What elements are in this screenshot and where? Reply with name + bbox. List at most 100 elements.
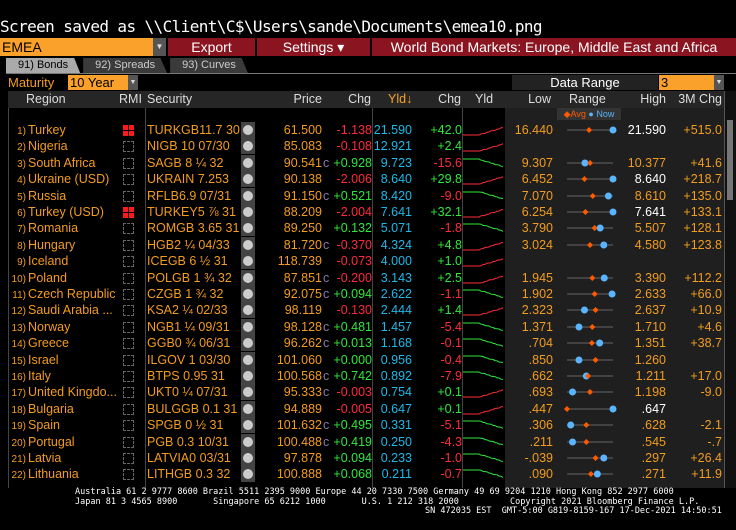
table-row[interactable]: 17) United Kingdo... UKT0 ¼ 07/31 95.333 c -0… bbox=[8, 384, 724, 401]
region-name[interactable]: Romania bbox=[28, 221, 79, 236]
security[interactable]: ILGOV 1 03/30 bbox=[147, 352, 231, 367]
graph-icon[interactable] bbox=[241, 335, 255, 352]
col-price[interactable]: Price bbox=[293, 92, 322, 106]
table-row[interactable]: 11) Czech Republic CZGB 1 ¾ 32 92.075 c +0.09… bbox=[8, 286, 724, 302]
col-region[interactable]: Region bbox=[26, 92, 66, 106]
graph-icon[interactable] bbox=[241, 368, 255, 384]
col-security[interactable]: Security bbox=[147, 92, 193, 106]
table-row[interactable]: 3) South Africa SAGB 8 ¼ 32 90.541 c +0.928 9.… bbox=[8, 154, 724, 171]
graph-icon[interactable] bbox=[241, 417, 255, 434]
graph-icon[interactable] bbox=[241, 138, 255, 155]
table-row[interactable]: 5) Russia RFLB6.9 07/31 91.150 c +0.521 8.420 -… bbox=[8, 187, 724, 204]
security[interactable]: TURKGB11.7 30 bbox=[147, 123, 240, 137]
rmi-icon[interactable] bbox=[123, 207, 134, 218]
table-row[interactable]: 7) Romania ROMGB 3.65 31 89.250 +0.132 5.071 -… bbox=[8, 220, 724, 237]
security[interactable]: GGB0 ¾ 06/31 bbox=[147, 336, 231, 351]
security[interactable]: UKRAIN 7.253 bbox=[147, 172, 229, 187]
col-chg[interactable]: Chg bbox=[348, 92, 371, 106]
security[interactable]: LATVIA0 03/31 bbox=[147, 451, 231, 465]
table-row[interactable]: 12) Saudi Arabia ... KSA2 ¼ 02/33 98.119 -0.… bbox=[8, 302, 724, 319]
security[interactable]: NIGB 10 07/30 bbox=[147, 139, 230, 154]
col-3m-chg[interactable]: 3M Chg bbox=[678, 92, 722, 106]
rmi-icon[interactable] bbox=[123, 321, 134, 333]
security[interactable]: POLGB 1 ¾ 32 bbox=[147, 270, 232, 285]
data-range-select[interactable]: 3 Months bbox=[659, 75, 714, 105]
region-name[interactable]: Hungary bbox=[28, 237, 76, 252]
rmi-icon[interactable] bbox=[123, 469, 134, 481]
rmi-icon[interactable] bbox=[123, 190, 134, 202]
rmi-icon[interactable] bbox=[123, 436, 134, 448]
region-name[interactable]: Spain bbox=[28, 418, 60, 433]
table-row[interactable]: 21) Latvia LATVIA0 03/31 97.878 +0.094 0.233 -… bbox=[8, 450, 724, 466]
rmi-icon[interactable] bbox=[123, 125, 134, 136]
security[interactable]: ICEGB 6 ½ 31 bbox=[147, 254, 228, 269]
rmi-icon[interactable] bbox=[123, 289, 134, 300]
region-name[interactable]: Turkey bbox=[28, 123, 66, 137]
security[interactable]: BULGGB 0.1 31 bbox=[147, 401, 238, 416]
graph-icon[interactable] bbox=[241, 351, 255, 368]
rmi-icon[interactable] bbox=[123, 338, 134, 350]
region-name[interactable]: Italy bbox=[28, 369, 51, 383]
col-yield-chg[interactable]: Chg bbox=[438, 92, 461, 106]
tab-spreads[interactable]: 92) Spreads bbox=[83, 58, 168, 73]
region-name[interactable]: Poland bbox=[28, 270, 67, 285]
region-name[interactable]: Nigeria bbox=[28, 139, 68, 154]
region-name[interactable]: Saudi Arabia ... bbox=[28, 303, 113, 318]
region-name[interactable]: Greece bbox=[28, 336, 69, 351]
region-name[interactable]: Czech Republic bbox=[28, 287, 116, 301]
col-yield-sorted[interactable]: Yld↓ bbox=[388, 92, 413, 106]
security[interactable]: CZGB 1 ¾ 32 bbox=[147, 287, 224, 301]
rmi-icon[interactable] bbox=[123, 305, 134, 317]
graph-icon[interactable] bbox=[241, 204, 255, 220]
region-name[interactable]: Iceland bbox=[28, 254, 69, 269]
table-row[interactable]: 22) Lithuania LITHGB 0.3 32 100.888 +0.068 0.… bbox=[8, 466, 724, 483]
rmi-icon[interactable] bbox=[123, 420, 134, 432]
table-row[interactable]: 6) Turkey (USD) TURKEY5 ⅞ 31 88.209 -2.004 7.… bbox=[8, 204, 724, 220]
region-name[interactable]: United Kingdo... bbox=[28, 385, 117, 400]
maturity-select[interactable]: 10 Year bbox=[68, 75, 128, 90]
rmi-icon[interactable] bbox=[123, 141, 134, 153]
table-row[interactable]: 16) Italy BTPS 0.95 31 100.568 c +0.742 0.892 -… bbox=[8, 368, 724, 384]
rmi-icon[interactable] bbox=[123, 157, 134, 169]
security[interactable]: UKT0 ¼ 07/31 bbox=[147, 385, 228, 400]
security[interactable]: PGB 0.3 10/31 bbox=[147, 434, 230, 449]
table-row[interactable]: 13) Norway NGB1 ¼ 09/31 98.128 c +0.481 1.457 -… bbox=[8, 318, 724, 335]
table-row[interactable]: 10) Poland POLGB 1 ¾ 32 87.851 c -0.200 3.143 +… bbox=[8, 269, 724, 286]
graph-icon[interactable] bbox=[241, 236, 255, 253]
graph-icon[interactable] bbox=[241, 187, 255, 204]
region-name[interactable]: Bulgaria bbox=[28, 401, 74, 416]
region-name[interactable]: Turkey (USD) bbox=[28, 205, 104, 219]
graph-icon[interactable] bbox=[241, 253, 255, 270]
export-button[interactable]: Export bbox=[168, 38, 255, 56]
table-row[interactable]: 15) Israel ILGOV 1 03/30 101.060 +0.000 0.956… bbox=[8, 351, 724, 368]
region-name[interactable]: Ukraine (USD) bbox=[28, 172, 110, 187]
rmi-icon[interactable] bbox=[123, 272, 134, 284]
rmi-icon[interactable] bbox=[123, 174, 134, 186]
security[interactable]: NGB1 ¼ 09/31 bbox=[147, 319, 230, 334]
region-name[interactable]: Russia bbox=[28, 188, 67, 203]
col-yield-chart[interactable]: Yld bbox=[475, 92, 494, 106]
settings-button[interactable]: Settings ▾ bbox=[257, 38, 370, 56]
table-row[interactable]: 1) Turkey TURKGB11.7 30 61.500 -1.138 21.590 +… bbox=[8, 122, 724, 138]
command-dropdown-icon[interactable]: ▼ bbox=[153, 38, 166, 56]
col-low[interactable]: Low bbox=[528, 92, 551, 106]
graph-icon[interactable] bbox=[241, 466, 255, 483]
security[interactable]: HGB2 ¼ 04/33 bbox=[147, 237, 230, 252]
table-row[interactable]: 14) Greece GGB0 ¾ 06/31 96.262 c +0.013 1.168 -… bbox=[8, 335, 724, 352]
rmi-icon[interactable] bbox=[123, 223, 134, 235]
security[interactable]: BTPS 0.95 31 bbox=[147, 369, 225, 383]
graph-icon[interactable] bbox=[241, 220, 255, 237]
table-row[interactable]: 8) Hungary HGB2 ¼ 04/33 81.720 c -0.370 4.324 +… bbox=[8, 236, 724, 253]
scrollbar-thumb[interactable] bbox=[727, 120, 733, 200]
rmi-icon[interactable] bbox=[123, 371, 134, 382]
graph-icon[interactable] bbox=[241, 400, 255, 417]
rmi-icon[interactable] bbox=[123, 403, 134, 415]
table-row[interactable]: 20) Portugal PGB 0.3 10/31 100.488 c +0.419 0.… bbox=[8, 433, 724, 450]
graph-icon[interactable] bbox=[241, 318, 255, 335]
rmi-icon[interactable] bbox=[123, 354, 134, 366]
rmi-icon[interactable] bbox=[123, 256, 134, 268]
graph-icon[interactable] bbox=[241, 450, 255, 466]
region-name[interactable]: Norway bbox=[28, 319, 71, 334]
table-row[interactable]: 18) Bulgaria BULGGB 0.1 31 94.889 -0.005 0.64… bbox=[8, 400, 724, 417]
tab-bonds[interactable]: 91) Bonds bbox=[6, 58, 81, 73]
